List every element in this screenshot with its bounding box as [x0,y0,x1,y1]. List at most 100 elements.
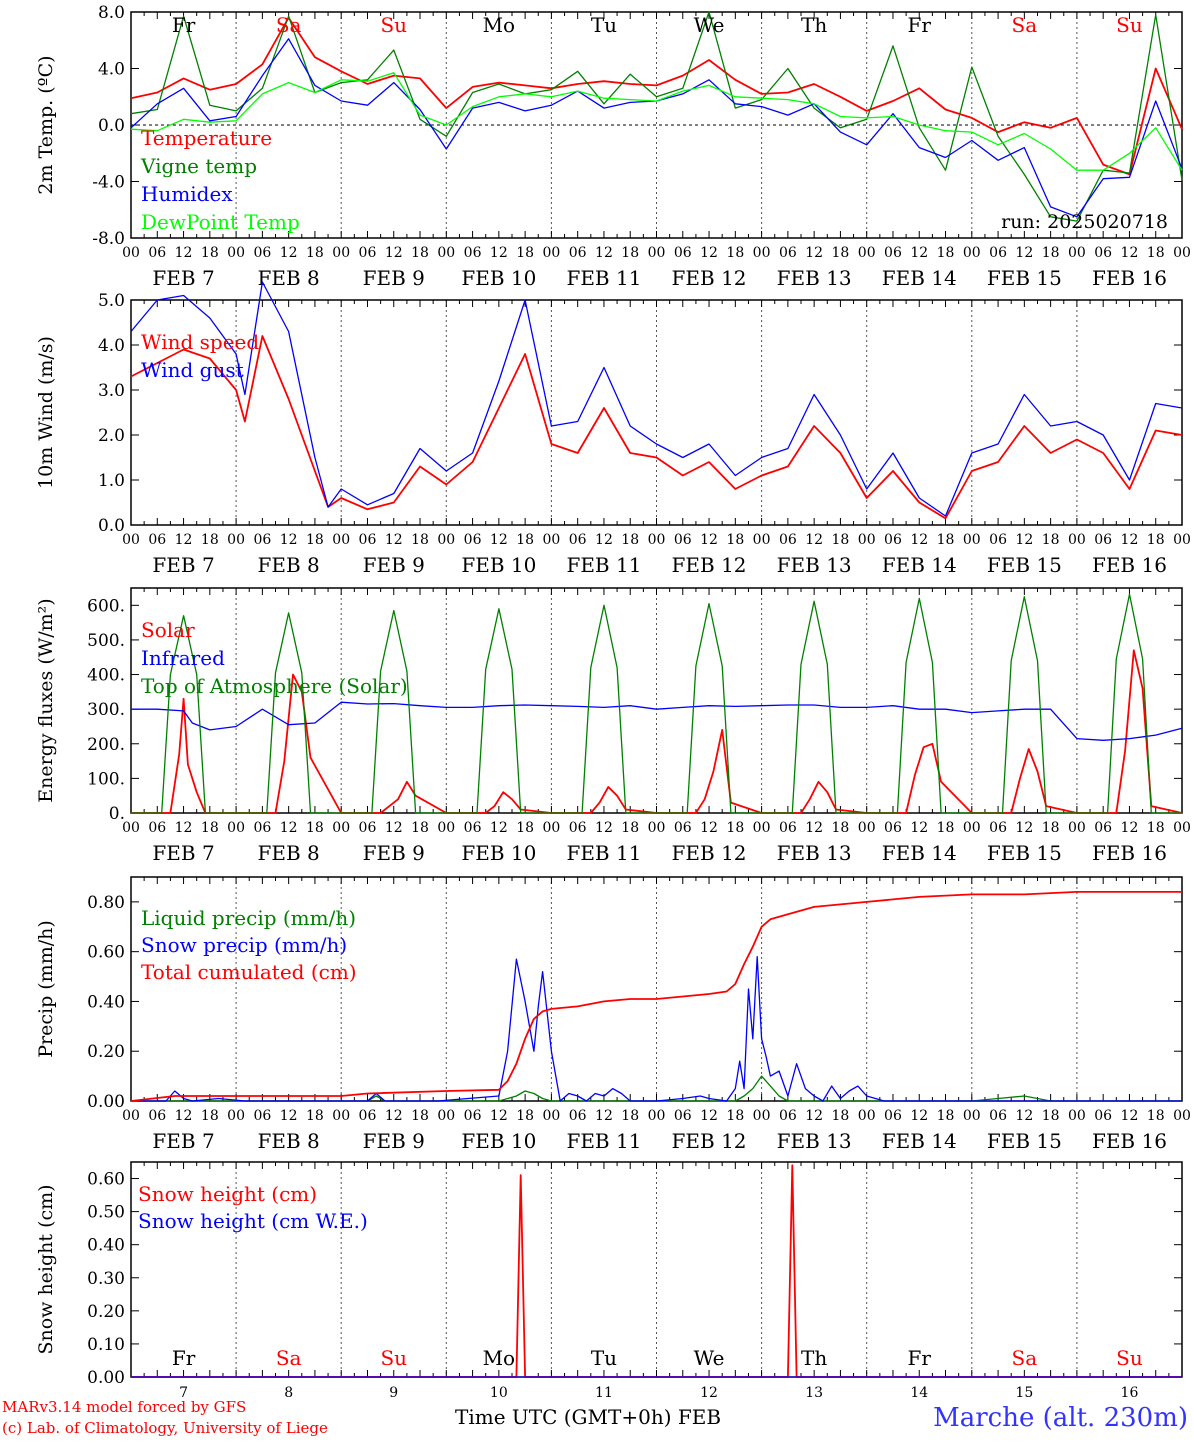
x-hour-label: 12 [385,820,403,836]
y-tick-label: 300. [87,700,125,720]
x-day-label: FEB 9 [363,266,425,290]
x-day-label: FEB 11 [566,266,641,290]
x-hour-label: 12 [385,1108,403,1124]
x-hour-label: 00 [1173,245,1191,261]
x-day-number: 11 [595,1385,613,1401]
y-tick-label: 4.0 [98,60,125,80]
credit-lab: (c) Lab. of Climatology, University of L… [2,1419,328,1437]
legend-entry: Snow precip (mm/h) [141,933,347,957]
x-hour-label: 00 [542,245,560,261]
x-hour-label: 18 [1147,1108,1165,1124]
x-hour-label: 00 [753,820,771,836]
x-hour-label: 06 [253,1108,271,1124]
y-tick-label: 200. [87,735,125,755]
x-hour-label: 06 [569,820,587,836]
x-hour-label: 06 [253,245,271,261]
x-hour-label: 06 [779,245,797,261]
x-hour-label: 00 [227,245,245,261]
x-hour-label: 18 [726,532,744,548]
x-day-label: FEB 8 [258,1129,320,1153]
chart-panel-1: -8.0 -4.0 0.0 4.0 8.0 2m Temp. (ºC) Temperatur… [35,3,1191,290]
x-hour-label: 18 [411,532,429,548]
x-day-label: FEB 8 [258,841,320,865]
weekday-label: Su [1116,13,1143,37]
series-line-3-3 [131,593,1182,814]
x-hour-label: 00 [437,245,455,261]
x-day-label: FEB 11 [566,841,641,865]
x-day-label: FEB 15 [987,1129,1062,1153]
y-tick-label: 0.20 [87,1302,125,1322]
x-day-label: FEB 14 [882,266,957,290]
x-hour-label: 12 [175,820,193,836]
x-day-label: FEB 16 [1092,841,1167,865]
series-line-2-2 [130,281,1183,517]
x-day-label: FEB 15 [987,841,1062,865]
x-day-label: FEB 12 [672,1129,747,1153]
weekday-label: Sa [1012,13,1038,37]
x-hour-label: 00 [1068,532,1086,548]
x-hour-label: 12 [805,1108,823,1124]
x-hour-label: 12 [910,245,928,261]
y-tick-label: -8.0 [92,229,125,249]
x-hour-label: 00 [542,1108,560,1124]
run-annotation: run: 2025020718 [1001,211,1168,233]
legend-entry: Temperature [141,126,272,150]
x-hour-label: 06 [779,532,797,548]
x-hour-label: 18 [306,245,324,261]
x-hour-label: 12 [385,532,403,548]
y-tick-label: 0.20 [87,1042,125,1062]
x-hour-label: 06 [569,1108,587,1124]
y-tick-label: 2.0 [98,426,125,446]
weekday-label: Sa [276,13,302,37]
x-day-label: FEB 14 [882,553,957,577]
legend-entry: Top of Atmosphere (Solar) [141,674,408,698]
x-hour-label: 18 [726,245,744,261]
x-hour-label: 06 [359,1108,377,1124]
x-hour-label: 06 [148,245,166,261]
x-hour-label: 06 [674,820,692,836]
x-hour-label: 00 [227,1108,245,1124]
y-tick-label: 0.0 [98,516,125,536]
x-day-number: 7 [179,1385,188,1401]
x-day-label: FEB 10 [461,553,536,577]
x-hour-label: 00 [542,532,560,548]
x-day-label: FEB 14 [882,1129,957,1153]
legend-entry: Solar [141,618,195,642]
x-hour-label: 00 [858,245,876,261]
weekday-label: Fr [908,13,932,37]
weekday-label: Fr [908,1346,932,1370]
x-hour-label: 06 [148,1108,166,1124]
legend-entry: Wind speed [141,330,259,354]
x-hour-label: 12 [175,245,193,261]
x-hour-label: 18 [937,820,955,836]
x-day-label: FEB 11 [566,1129,641,1153]
x-hour-label: 18 [516,532,534,548]
x-day-label: FEB 16 [1092,1129,1167,1153]
x-hour-label: 00 [437,532,455,548]
y-axis-label: 2m Temp. (ºC) [35,55,57,194]
x-hour-label: 00 [648,1108,666,1124]
y-tick-label: 0.0 [98,116,125,136]
x-day-label: FEB 8 [258,553,320,577]
y-tick-label: 500. [87,631,125,651]
x-hour-label: 00 [122,245,140,261]
weekday-label: We [694,1346,725,1370]
x-hour-label: 06 [989,820,1007,836]
x-hour-label: 00 [1173,820,1191,836]
x-hour-label: 00 [963,820,981,836]
x-hour-label: 12 [1121,245,1139,261]
x-hour-label: 06 [989,532,1007,548]
x-hour-label: 18 [621,532,639,548]
x-hour-label: 00 [332,245,350,261]
x-day-label: FEB 8 [258,266,320,290]
chart-panel-4: 0.00 0.20 0.40 0.60 0.80 Precip (mm/h) Liquid … [35,876,1191,1153]
x-hour-label: 18 [516,245,534,261]
x-hour-label: 06 [253,820,271,836]
x-hour-label: 06 [464,532,482,548]
x-day-number: 9 [389,1385,398,1401]
x-hour-label: 00 [1173,532,1191,548]
x-hour-label: 00 [122,820,140,836]
x-hour-label: 12 [1015,532,1033,548]
legend-entry: Wind gust [141,358,244,382]
